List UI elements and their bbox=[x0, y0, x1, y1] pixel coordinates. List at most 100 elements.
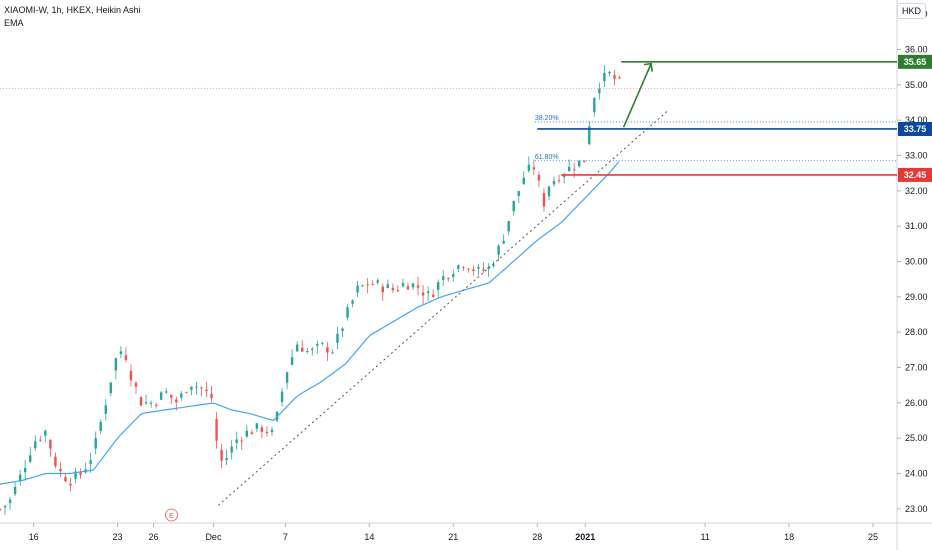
currency-label[interactable]: HKD bbox=[896, 3, 926, 19]
candle-body bbox=[527, 164, 531, 171]
candle bbox=[240, 436, 243, 450]
candle-body bbox=[532, 167, 536, 170]
candle bbox=[114, 357, 118, 380]
candle-body bbox=[185, 392, 188, 394]
candle-body bbox=[8, 499, 12, 503]
candle bbox=[149, 400, 153, 408]
candle bbox=[190, 386, 193, 396]
price-tick-label: 33.00 bbox=[905, 150, 928, 160]
candle bbox=[487, 263, 490, 277]
candle bbox=[411, 282, 415, 290]
candle-body bbox=[245, 430, 248, 437]
candle-body bbox=[593, 98, 596, 113]
candle-body bbox=[431, 294, 435, 298]
candle-body bbox=[311, 348, 314, 350]
candle-body bbox=[200, 387, 203, 389]
candle-body bbox=[215, 419, 218, 441]
candle-body bbox=[588, 126, 591, 145]
candle-body bbox=[69, 483, 72, 486]
candle-body bbox=[557, 180, 561, 182]
candle bbox=[270, 426, 274, 436]
price-tick-label: 24.00 bbox=[905, 469, 928, 479]
candle bbox=[421, 285, 425, 305]
ema-line bbox=[0, 161, 620, 485]
candle-body bbox=[74, 471, 77, 479]
candle bbox=[44, 429, 47, 443]
candle-body bbox=[89, 460, 92, 465]
candle bbox=[331, 349, 334, 355]
candle bbox=[180, 391, 183, 401]
candle bbox=[64, 472, 67, 483]
candle bbox=[200, 386, 203, 397]
candle bbox=[300, 340, 304, 352]
candle-body bbox=[401, 283, 405, 287]
candle bbox=[316, 340, 319, 354]
candle bbox=[109, 382, 113, 397]
candle bbox=[386, 279, 390, 289]
candle-body bbox=[411, 283, 415, 288]
candle bbox=[280, 388, 284, 407]
candle bbox=[351, 299, 354, 308]
price-tick-label: 35.00 bbox=[905, 80, 928, 90]
candle bbox=[39, 435, 42, 442]
projection-arrow-head bbox=[644, 62, 653, 72]
time-tick-label: 21 bbox=[448, 532, 458, 542]
level-badge-entry bbox=[898, 121, 932, 136]
price-tick-label: 28.00 bbox=[905, 327, 928, 337]
candle bbox=[220, 444, 223, 469]
level-badge-label: 35.65 bbox=[904, 57, 927, 67]
legend-indicator: EMA bbox=[4, 18, 24, 28]
candle bbox=[376, 278, 379, 285]
candle-body bbox=[114, 358, 118, 371]
candle bbox=[29, 446, 32, 464]
candle bbox=[442, 270, 445, 287]
candle bbox=[552, 176, 556, 187]
candle-body bbox=[351, 300, 354, 304]
candle-body bbox=[159, 392, 163, 400]
candle-body bbox=[442, 276, 445, 280]
candle bbox=[3, 505, 7, 516]
candle bbox=[492, 260, 495, 268]
candle bbox=[225, 449, 228, 466]
candle-body bbox=[205, 389, 208, 392]
time-tick-label: 2021 bbox=[575, 532, 595, 542]
event-marker-label: E bbox=[169, 513, 174, 520]
candle bbox=[129, 364, 133, 387]
candle bbox=[99, 419, 102, 435]
candle bbox=[447, 277, 450, 282]
level-badge-stop bbox=[898, 167, 932, 182]
candle bbox=[532, 159, 536, 176]
candle bbox=[290, 349, 294, 366]
candle bbox=[215, 412, 218, 449]
candle-body bbox=[290, 357, 294, 365]
candle-body bbox=[144, 402, 148, 404]
candle bbox=[230, 439, 233, 460]
candle-body bbox=[240, 440, 243, 442]
candle-body bbox=[300, 347, 304, 352]
candle bbox=[618, 75, 621, 80]
fib-label: 38.20% bbox=[535, 115, 559, 122]
candle-body bbox=[154, 404, 158, 406]
candle-body bbox=[492, 264, 495, 266]
candle-body bbox=[567, 166, 571, 171]
candle-body bbox=[583, 160, 586, 163]
candle bbox=[13, 482, 17, 497]
level-badge-label: 33.75 bbox=[904, 124, 927, 134]
time-tick-label: 16 bbox=[29, 532, 39, 542]
candle-body bbox=[109, 382, 113, 394]
price-tick-label: 29.00 bbox=[905, 292, 928, 302]
candle-body bbox=[416, 285, 420, 288]
candle bbox=[326, 342, 329, 362]
candle bbox=[588, 120, 591, 146]
candle-body bbox=[361, 285, 364, 287]
candle-body bbox=[270, 429, 274, 433]
price-tick-label: 26.00 bbox=[905, 398, 928, 408]
candle bbox=[583, 160, 586, 163]
candle-body bbox=[421, 292, 425, 296]
candle-body bbox=[487, 267, 490, 270]
candle bbox=[285, 371, 289, 390]
candle bbox=[69, 477, 72, 492]
candle-body bbox=[618, 77, 621, 79]
